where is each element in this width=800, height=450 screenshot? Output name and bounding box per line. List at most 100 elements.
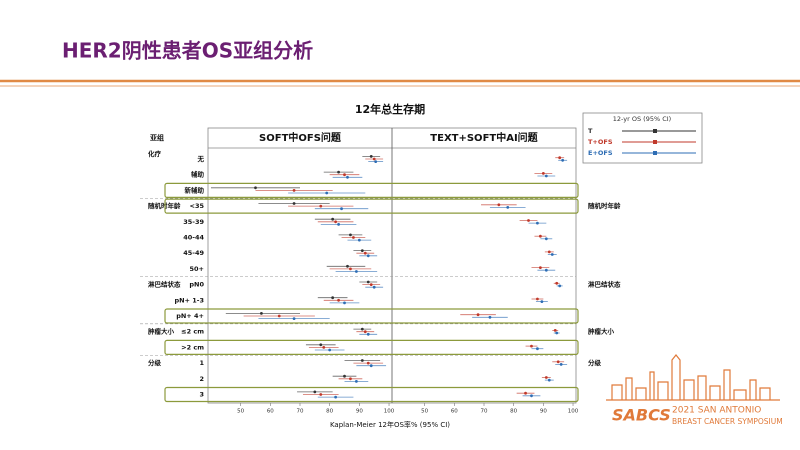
x-tick-label: 80: [510, 409, 517, 415]
estimate-point: [544, 237, 548, 241]
estimate-point: [553, 329, 557, 332]
legend-label: T: [588, 127, 593, 135]
group-label: 肿瘤大小: [148, 327, 175, 336]
estimate-point: [357, 238, 361, 242]
estimate-point: [328, 348, 332, 352]
legend-swatch: [653, 151, 657, 155]
x-tick-label: 100: [384, 409, 395, 415]
highlight-box: [164, 308, 579, 324]
estimate-point: [331, 296, 335, 300]
estimate-point: [349, 377, 352, 381]
estimate-point: [372, 157, 376, 161]
group-label: 肿瘤大小: [588, 327, 615, 336]
estimate-point: [544, 376, 548, 379]
estimate-point: [538, 234, 542, 238]
estimate-point: [322, 346, 326, 349]
estimate-point: [337, 223, 340, 226]
subgroup-label: 35-39: [183, 218, 204, 226]
subgroup-label: 3: [199, 391, 204, 399]
subgroup-label: 50+: [190, 265, 205, 273]
estimate-point: [260, 312, 263, 315]
estimate-point: [544, 174, 548, 178]
estimate-point: [366, 361, 370, 365]
subgroup-label: pN+ 1-3: [174, 296, 204, 304]
logo-line: 2021 SAN ANTONIO: [672, 406, 761, 416]
estimate-point: [254, 186, 257, 190]
subgroup-header: 亚组: [150, 133, 164, 142]
estimate-point: [349, 233, 352, 237]
x-tick-label: 50: [237, 409, 244, 415]
estimate-point: [374, 160, 378, 164]
legend-title: 12-yr OS (95% CI): [613, 115, 671, 123]
highlight-box: [164, 198, 579, 214]
x-tick-label: 70: [297, 409, 304, 415]
estimate-point: [556, 360, 560, 364]
estimate-point: [558, 156, 562, 160]
estimate-point: [292, 202, 296, 205]
subgroup-label: pN+ 4+: [176, 312, 204, 320]
subgroup-label: pN0: [189, 281, 204, 289]
estimate-point: [319, 343, 323, 347]
estimate-point: [369, 155, 373, 158]
estimate-point: [550, 253, 554, 256]
estimate-point: [530, 394, 533, 398]
highlight-box: [164, 182, 579, 198]
panel-title: TEXT+SOFT中AI问题: [430, 131, 538, 144]
group-label: 淋巴结状态: [588, 280, 621, 289]
estimate-point: [313, 390, 317, 394]
estimate-point: [559, 363, 563, 366]
logo: SABCS 2021 SAN ANTONIO BREAST CANCER SYM…: [606, 354, 783, 426]
skyline: [606, 354, 780, 401]
group-label: 化疗: [148, 149, 162, 158]
logo-line: BREAST CANCER SYMPOSIUM: [672, 417, 783, 426]
estimate-point: [334, 220, 338, 224]
estimate-point: [366, 254, 370, 258]
estimate-point: [363, 251, 367, 255]
estimate-point: [343, 374, 346, 378]
x-axis-label: Kaplan-Meier 12年OS率% (95% CI): [330, 420, 450, 429]
legend-swatch: [653, 140, 657, 144]
estimate-point: [363, 330, 367, 334]
subgroup-label: ≤2 cm: [181, 328, 204, 336]
estimate-point: [346, 264, 349, 268]
estimate-point: [555, 281, 559, 285]
subgroup-label: 45-49: [183, 249, 204, 257]
estimate-point: [555, 331, 559, 335]
subgroup-label: 40-44: [183, 234, 204, 242]
group-label: 分级: [148, 358, 162, 367]
estimate-point: [369, 364, 373, 368]
estimate-point: [372, 285, 376, 289]
x-tick-label: 60: [267, 409, 274, 415]
estimate-point: [331, 217, 335, 221]
panel-title: SOFT中OFS问题: [259, 131, 342, 144]
estimate-point: [360, 327, 364, 331]
x-tick-label: 90: [540, 409, 547, 415]
estimate-point: [538, 266, 542, 269]
estimate-point: [558, 284, 562, 288]
estimate-point: [340, 207, 343, 211]
estimate-point: [360, 249, 364, 253]
estimate-point: [277, 314, 281, 318]
estimate-point: [536, 221, 539, 225]
estimate-point: [292, 317, 296, 320]
x-tick-label: 70: [481, 409, 488, 415]
estimate-point: [343, 301, 346, 305]
subgroup-label: <35: [190, 202, 205, 210]
estimate-point: [325, 191, 329, 195]
x-tick-label: 90: [356, 409, 363, 415]
highlight-box: [164, 339, 579, 355]
estimate-point: [343, 173, 346, 177]
estimate-point: [337, 170, 340, 174]
subgroup-label: 新辅助: [185, 185, 205, 194]
estimate-point: [497, 203, 501, 207]
legend-label: T+OFS: [588, 138, 613, 146]
estimate-point: [334, 395, 338, 399]
estimate-point: [360, 359, 364, 362]
estimate-point: [544, 268, 548, 272]
estimate-point: [527, 219, 530, 222]
estimate-point: [319, 393, 323, 396]
x-tick-label: 80: [326, 409, 333, 415]
legend: 12-yr OS (95% CI) T T+OFS E+OFS: [582, 112, 703, 164]
